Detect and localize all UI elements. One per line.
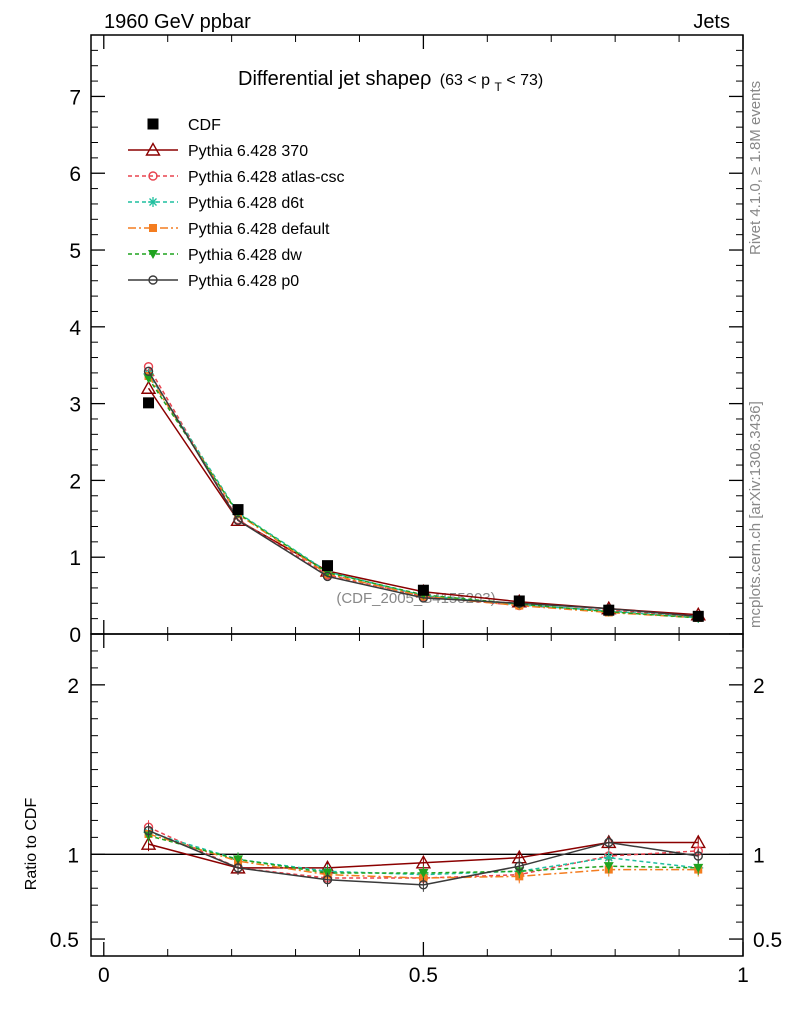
chart-title: Differential jet shapeρ (63 < p T < 73) <box>238 68 543 95</box>
x-tick-label: 1 <box>737 964 749 987</box>
legend-marker <box>145 142 161 156</box>
x-axis: 0 0.5 1 <box>98 35 749 987</box>
title-range-suffix: < 73) <box>506 72 543 89</box>
legend-marker <box>149 224 157 232</box>
legend-label: Pythia 6.428 atlas-csc <box>188 169 345 186</box>
legend-item-cdf: CDF <box>147 117 221 134</box>
ratio-point-pythia-6-428-dw <box>603 862 614 872</box>
title-main: Differential jet shapeρ <box>238 68 431 90</box>
cdf-data-point <box>322 560 334 572</box>
main-y-tick-label: 7 <box>69 86 81 109</box>
legend-item-pythia-6-428-default: Pythia 6.428 default <box>128 221 330 238</box>
main-y-tick-label: 3 <box>69 394 81 417</box>
legend-label: Pythia 6.428 p0 <box>188 273 299 290</box>
ratio-point-pythia-6-428-370 <box>140 836 157 850</box>
ratio-y-axis: 0.5 0.5 1 1 2 2 <box>50 650 782 952</box>
legend: CDF Pythia 6.428 370 Pythia 6.428 atlas-cs… <box>128 117 345 290</box>
ratio-y-tick-label: 2 <box>67 675 79 698</box>
legend-marker <box>148 197 158 207</box>
main-y-tick-label: 0 <box>69 624 81 647</box>
header-energy-label: 1960 GeV ppbar <box>104 11 251 33</box>
legend-label: CDF <box>188 117 221 134</box>
cdf-data-point <box>513 595 525 607</box>
ratio-point-pythia-6-428-dw <box>418 868 429 878</box>
cdf-data-point <box>417 584 429 596</box>
ratio-point-pythia-6-428-p0 <box>514 861 524 871</box>
series-line-pythia-6-428-d6t <box>147 373 699 619</box>
ratio-point-pythia-6-428-p0 <box>418 880 429 890</box>
cdf-data-point <box>143 397 155 409</box>
main-y-tick-label: 4 <box>69 317 81 340</box>
main-y-tick-label: 6 <box>69 163 81 186</box>
ratio-series-group <box>140 820 706 892</box>
series-line-pythia-6-428-default <box>147 375 699 619</box>
ratio-point-pythia-6-428-p0 <box>322 875 333 885</box>
cdf-data-point <box>232 504 244 516</box>
legend-marker <box>148 171 158 181</box>
header-jets-label: Jets <box>693 11 730 33</box>
legend-marker <box>148 275 158 285</box>
x-tick-label: 0.5 <box>409 964 438 987</box>
ratio-point-pythia-6-428-p0 <box>143 825 154 836</box>
rivet-version-label: Rivet 4.1.0, ≥ 1.8M events <box>747 81 764 255</box>
series-line-pythia-6-428-p0 <box>147 370 699 618</box>
legend-item-pythia-6-428-atlas-csc: Pythia 6.428 atlas-csc <box>128 169 345 186</box>
mcplots-label: mcplots.cern.ch [arXiv:1306.3436] <box>747 401 764 628</box>
analysis-watermark: (CDF_2005_S4155203) <box>336 590 495 607</box>
legend-item-pythia-6-428-d6t: Pythia 6.428 d6t <box>128 195 304 212</box>
legend-marker <box>147 118 159 130</box>
main-y-tick-label: 2 <box>69 470 81 493</box>
legend-label: Pythia 6.428 default <box>188 221 330 238</box>
series-point-pythia-6-428-370 <box>140 380 157 394</box>
ratio-y-tick-label-right: 0.5 <box>753 929 782 952</box>
ratio-point-pythia-6-428-p0 <box>604 837 614 848</box>
legend-label: Pythia 6.428 370 <box>188 143 308 160</box>
title-range-prefix: (63 < p <box>440 72 490 89</box>
series-point-pythia-6-428-p0 <box>143 366 154 377</box>
cdf-data-point <box>692 610 704 622</box>
ratio-point-pythia-6-428-dw <box>693 863 704 873</box>
main-y-tick-label: 5 <box>69 240 81 263</box>
series-line-pythia-6-428-dw <box>147 377 699 619</box>
ratio-point-pythia-6-428-dw <box>233 855 244 865</box>
main-y-axis: 0 1 2 3 4 5 6 7 <box>69 34 743 647</box>
series-point-pythia-6-428-p0 <box>233 515 243 526</box>
main-y-tick-label: 1 <box>69 547 81 570</box>
ratio-y-tick-label: 0.5 <box>50 929 79 952</box>
ratio-y-tick-label-right: 1 <box>753 844 765 867</box>
main-series-group <box>140 362 706 623</box>
title-range-sub: T <box>495 80 503 94</box>
ratio-point-pythia-6-428-p0 <box>233 863 243 873</box>
cdf-data-point <box>603 604 615 616</box>
ratio-y-axis-label: Ratio to CDF <box>23 798 40 891</box>
legend-marker <box>148 250 158 259</box>
ratio-y-tick-label: 1 <box>67 844 79 867</box>
series-point-pythia-6-428-370 <box>230 512 246 527</box>
x-tick-label: 0 <box>98 964 110 987</box>
legend-item-pythia-6-428-p0: Pythia 6.428 p0 <box>128 273 299 290</box>
series-point-pythia-6-428-p0 <box>322 571 333 582</box>
legend-item-pythia-6-428-370: Pythia 6.428 370 <box>128 142 308 160</box>
ratio-y-tick-label-right: 2 <box>753 675 765 698</box>
legend-label: Pythia 6.428 dw <box>188 247 302 264</box>
legend-item-pythia-6-428-dw: Pythia 6.428 dw <box>128 247 302 264</box>
legend-label: Pythia 6.428 d6t <box>188 195 304 212</box>
series-line-pythia-6-428-atlas-csc <box>147 366 699 618</box>
ratio-plot-frame <box>90 633 744 957</box>
ratio-point-pythia-6-428-p0 <box>693 851 703 861</box>
